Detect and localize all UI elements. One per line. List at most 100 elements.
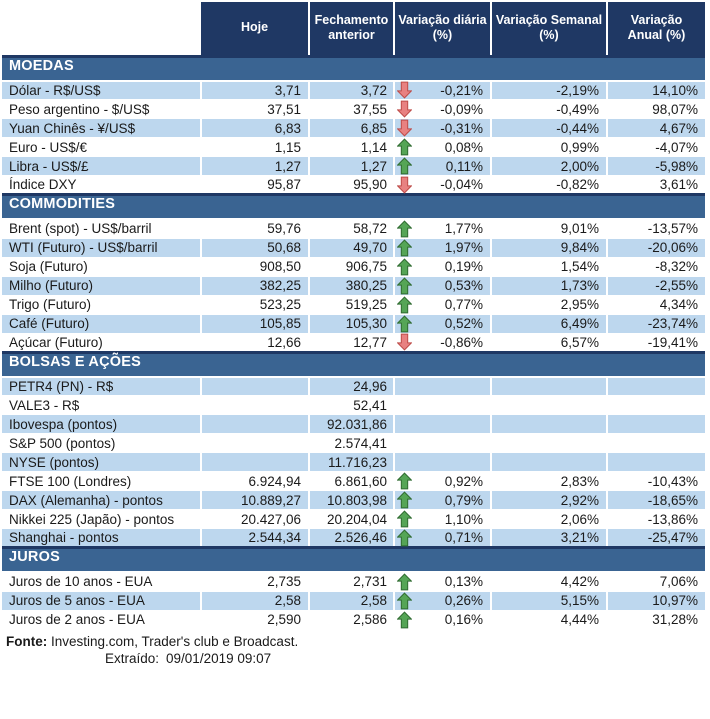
cell-hoje: 12,66 bbox=[201, 333, 310, 353]
cell-variacao-diaria: 0,11% bbox=[394, 156, 492, 176]
table-row: Soja (Futuro) 908,50 906,75 0,19% 1,54% -8,32… bbox=[2, 257, 705, 277]
variacao-diaria-value: -0,86% bbox=[440, 334, 483, 350]
cell-hoje: 3,71 bbox=[201, 80, 310, 100]
cell-variacao-anual: -18,65% bbox=[607, 490, 705, 510]
cell-hoje bbox=[201, 452, 310, 472]
section-row-commodities: COMMODITIES bbox=[2, 193, 705, 220]
cell-variacao-anual: 4,34% bbox=[607, 295, 705, 315]
cell-variacao-diaria: 1,77% bbox=[394, 219, 492, 239]
cell-hoje: 20.427,06 bbox=[201, 509, 310, 529]
section-row-bolsas-e-acoes: BOLSAS E AÇÕES bbox=[2, 350, 705, 378]
variacao-diaria-value: 0,16% bbox=[444, 612, 483, 627]
cell-variacao-anual: -2,55% bbox=[607, 276, 705, 296]
cell-variacao-semanal: 2,83% bbox=[491, 471, 608, 491]
table-row: Juros de 2 anos - EUA 2,590 2,586 0,16% 4,44… bbox=[2, 610, 705, 630]
variacao-diaria-value: 0,11% bbox=[445, 158, 483, 174]
cell-variacao-diaria bbox=[394, 452, 492, 472]
cell-variacao-diaria: -0,04% bbox=[394, 175, 492, 195]
table-row: Shanghai - pontos 2.544,34 2.526,46 0,71% 3,… bbox=[2, 528, 705, 548]
cell-variacao-semanal bbox=[491, 452, 608, 472]
section-header-moedas: MOEDAS bbox=[2, 54, 705, 82]
table-row: Açúcar (Futuro) 12,66 12,77 -0,86% 6,57% -19,… bbox=[2, 333, 705, 353]
cell-label: Café (Futuro) bbox=[2, 314, 202, 334]
cell-variacao-anual: 10,97% bbox=[607, 591, 705, 611]
cell-label: S&P 500 (pontos) bbox=[2, 433, 202, 453]
cell-hoje: 37,51 bbox=[201, 99, 310, 119]
cell-fechamento-anterior: 3,72 bbox=[309, 80, 395, 100]
cell-variacao-anual: -25,47% bbox=[607, 528, 705, 548]
cell-fechamento-anterior: 6.861,60 bbox=[309, 471, 395, 491]
cell-label: Açúcar (Futuro) bbox=[2, 333, 202, 353]
cell-fechamento-anterior: 49,70 bbox=[309, 238, 395, 258]
cell-variacao-diaria: -0,31% bbox=[394, 118, 492, 138]
arrow-up-icon bbox=[396, 238, 413, 256]
cell-variacao-semanal: 9,84% bbox=[491, 238, 608, 258]
cell-variacao-diaria: 1,10% bbox=[394, 509, 492, 529]
cell-fechamento-anterior: 2.574,41 bbox=[309, 433, 395, 453]
extracted-label: Extraído: bbox=[105, 651, 160, 667]
variacao-diaria-value: 0,08% bbox=[444, 139, 483, 155]
cell-variacao-anual: -23,74% bbox=[607, 314, 705, 334]
cell-variacao-semanal: 5,15% bbox=[491, 591, 608, 611]
cell-variacao-semanal bbox=[491, 414, 608, 434]
cell-variacao-anual: -8,32% bbox=[607, 257, 705, 277]
arrow-up-icon bbox=[396, 510, 413, 528]
cell-variacao-semanal bbox=[491, 395, 608, 415]
cell-hoje: 1,27 bbox=[201, 156, 310, 176]
cell-variacao-diaria: 1,97% bbox=[394, 238, 492, 258]
cell-variacao-anual bbox=[607, 414, 705, 434]
cell-fechamento-anterior: 6,85 bbox=[309, 118, 395, 138]
arrow-down-icon bbox=[396, 119, 413, 137]
cell-variacao-anual: -10,43% bbox=[607, 471, 705, 491]
cell-hoje: 908,50 bbox=[201, 257, 310, 277]
cell-hoje: 1,15 bbox=[201, 137, 310, 157]
cell-hoje: 523,25 bbox=[201, 295, 310, 315]
cell-hoje: 59,76 bbox=[201, 219, 310, 239]
cell-hoje: 6,83 bbox=[201, 118, 310, 138]
cell-variacao-semanal: 4,44% bbox=[491, 610, 608, 630]
arrow-up-icon bbox=[396, 610, 413, 628]
cell-variacao-semanal: -0,44% bbox=[491, 118, 608, 138]
cell-label: Shanghai - pontos bbox=[2, 528, 202, 548]
variacao-diaria-value: -0,04% bbox=[440, 177, 483, 192]
arrow-up-icon bbox=[396, 528, 413, 546]
cell-fechamento-anterior: 12,77 bbox=[309, 333, 395, 353]
section-row-juros: JUROS bbox=[2, 546, 705, 573]
table-row: Libra - US$/£ 1,27 1,27 0,11% 2,00% -5,98% bbox=[2, 156, 705, 176]
variacao-diaria-value: 1,10% bbox=[444, 511, 483, 527]
cell-label: DAX (Alemanha) - pontos bbox=[2, 490, 202, 510]
cell-variacao-semanal: 1,54% bbox=[491, 257, 608, 277]
cell-hoje: 2.544,34 bbox=[201, 528, 310, 548]
cell-label: Milho (Futuro) bbox=[2, 276, 202, 296]
cell-variacao-semanal: 3,21% bbox=[491, 528, 608, 548]
cell-variacao-anual: 7,06% bbox=[607, 572, 705, 592]
cell-variacao-semanal: -0,82% bbox=[491, 175, 608, 195]
column-header-variacao-diaria: Variação diária (%) bbox=[394, 2, 492, 57]
cell-fechamento-anterior: 2,731 bbox=[309, 572, 395, 592]
cell-label: Trigo (Futuro) bbox=[2, 295, 202, 315]
section-row-moedas: MOEDAS bbox=[2, 54, 705, 82]
cell-variacao-diaria bbox=[394, 414, 492, 434]
variacao-diaria-value: 0,52% bbox=[444, 316, 483, 331]
cell-variacao-anual: -19,41% bbox=[607, 333, 705, 353]
cell-variacao-semanal: 1,73% bbox=[491, 276, 608, 296]
table-row: S&P 500 (pontos) 2.574,41 bbox=[2, 433, 705, 453]
table-header-row: Hoje Fechamento anterior Variação diária… bbox=[2, 2, 705, 57]
variacao-diaria-value: 1,97% bbox=[444, 240, 483, 255]
cell-variacao-anual bbox=[607, 395, 705, 415]
cell-variacao-diaria: 0,26% bbox=[394, 591, 492, 611]
cell-variacao-diaria: -0,21% bbox=[394, 80, 492, 100]
cell-variacao-semanal: -2,19% bbox=[491, 80, 608, 100]
extracted-timestamp: 09/01/2019 09:07 bbox=[166, 651, 272, 667]
column-header-hoje: Hoje bbox=[201, 2, 310, 57]
table-row: Peso argentino - $/US$ 37,51 37,55 -0,09% -0… bbox=[2, 99, 705, 119]
table-row: Nikkei 225 (Japão) - pontos 20.427,06 20.2… bbox=[2, 509, 705, 529]
cell-variacao-semanal: 2,95% bbox=[491, 295, 608, 315]
arrow-down-icon bbox=[396, 333, 413, 351]
cell-variacao-semanal: -0,49% bbox=[491, 99, 608, 119]
cell-fechamento-anterior: 37,55 bbox=[309, 99, 395, 119]
cell-variacao-semanal bbox=[491, 433, 608, 453]
section-header-juros: JUROS bbox=[2, 546, 705, 573]
cell-fechamento-anterior: 380,25 bbox=[309, 276, 395, 296]
section-header-bolsas-e-acoes: BOLSAS E AÇÕES bbox=[2, 350, 705, 378]
